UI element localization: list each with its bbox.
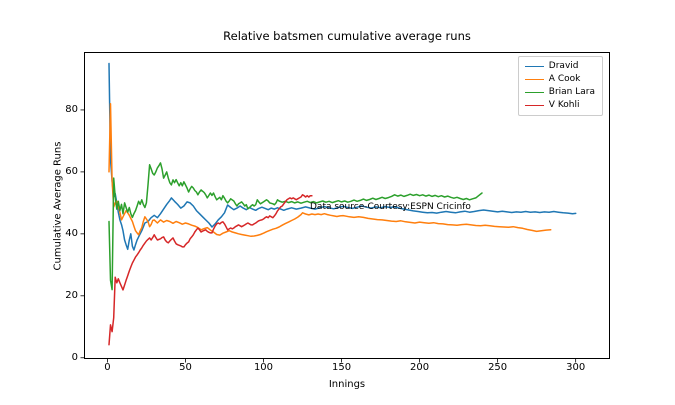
legend-entry-v-kohli: V Kohli [524, 100, 595, 111]
legend-label: V Kohli [548, 100, 580, 110]
series-line-brian-lara [108, 162, 483, 291]
y-tick-label: 80 [65, 103, 78, 115]
chart-title: Relative batsmen cumulative average runs [223, 29, 471, 43]
legend-label: A Cook [548, 74, 581, 84]
chart-canvas [80, 52, 610, 363]
x-tick-label: 250 [488, 362, 508, 373]
y-tick-label: 20 [65, 289, 78, 301]
legend-label: Dravid [548, 61, 579, 71]
series-line-a-cook [108, 102, 552, 238]
x-axis-label: Innings [328, 379, 366, 390]
legend-entry-dravid: Dravid [524, 61, 595, 72]
y-axis-label: Cumulative Average Runs [52, 141, 63, 270]
x-tick-label: 50 [179, 362, 192, 373]
y-tick-label: 40 [65, 227, 78, 239]
x-tick-label: 300 [566, 362, 586, 373]
legend-entry-a-cook: A Cook [524, 74, 595, 85]
axes-spines [84, 52, 610, 359]
data-source-annotation: Data source-Courtesy:ESPN Cricinfo [310, 202, 471, 212]
x-tick-label: 0 [104, 362, 111, 373]
y-tick-label: 60 [65, 165, 78, 177]
x-tick-label: 100 [253, 362, 274, 373]
y-tick-label: 0 [71, 351, 78, 363]
legend-line-sample [524, 65, 544, 67]
legend-label: Brian Lara [548, 87, 595, 97]
legend-line-sample [524, 91, 544, 93]
legend: Dravid A Cook Brian Lara V Kohli [517, 56, 603, 116]
legend-entry-brian-lara: Brian Lara [524, 87, 595, 98]
legend-line-sample [524, 104, 544, 106]
plot-area: Data source-Courtesy:ESPN Cricinfo Dravi… [80, 52, 610, 363]
series-line-v-kohli [108, 194, 313, 346]
x-tick-label: 150 [331, 362, 352, 373]
y-axis-label-wrap: Cumulative Average Runs [51, 52, 65, 359]
x-tick-label: 200 [410, 362, 430, 373]
legend-line-sample [524, 78, 544, 80]
